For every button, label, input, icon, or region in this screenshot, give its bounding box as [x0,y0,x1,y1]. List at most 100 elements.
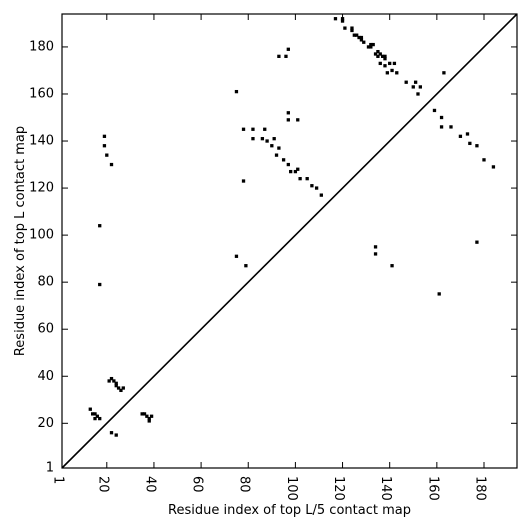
contact-point [319,193,323,197]
contact-points [88,17,496,437]
contact-point [149,414,154,418]
contact-point [95,414,100,418]
y-tick-label: 180 [29,39,54,54]
contact-point [286,47,290,51]
contact-point [114,384,118,388]
contact-point [383,54,387,58]
contact-point [145,414,149,418]
contact-point [458,134,463,138]
contact-point [395,71,399,75]
contact-point [362,40,366,44]
contact-point [121,386,125,390]
contact-point [390,264,394,268]
plot-frame [61,13,518,469]
contact-point [286,118,290,122]
contact-point [296,118,300,122]
contact-point [373,52,378,56]
contact-point [286,162,290,167]
contact-point [491,165,496,169]
contact-point [102,134,107,138]
contact-point [359,38,364,42]
contact-point [102,144,107,148]
contact-point [244,264,248,268]
contact-point [109,162,114,167]
contact-point [93,416,97,421]
contact-point [343,26,347,30]
contact-point [98,416,102,421]
contact-point [234,89,239,94]
contact-point [310,184,314,188]
contact-point [371,42,375,47]
contact-point [147,419,151,423]
contact-point [116,386,121,390]
contact-point [468,141,472,146]
contact-point [251,127,255,131]
contact-point [380,54,385,58]
x-axis-ticks: 1 20 40 60 80 100 120 140 160 180 [51,14,487,501]
contact-point [369,45,373,49]
x-tick-label: 60 [190,476,205,493]
contact-point [286,111,290,115]
x-tick-label: 80 [237,476,252,493]
contact-point [98,282,102,287]
contact-point [296,167,300,171]
contact-point [383,64,387,68]
contact-point [390,68,394,73]
contact-point [333,17,338,21]
x-tick-label: 1 [51,476,66,484]
contact-point [277,54,281,58]
contact-point [376,49,380,54]
contact-point [437,292,441,296]
contact-point [373,252,378,256]
contact-point [274,153,279,157]
contact-point [404,80,408,84]
contact-point [119,388,123,393]
contact-point [350,26,354,30]
contact-point [355,33,359,37]
contact-point [439,125,444,129]
contact-point [475,144,479,148]
y-tick-label: 20 [37,416,54,431]
contact-point [277,146,281,150]
contact-point [378,61,382,66]
contact-point [112,379,116,383]
contact-point [482,158,486,162]
contact-point [234,254,239,258]
contact-point [385,71,389,75]
contact-point [241,127,246,131]
y-tick-label: 1 [46,461,54,476]
contact-point [270,144,274,148]
y-axis-label: Residue index of top L contact map [13,126,28,356]
x-tick-label: 140 [378,476,393,501]
y-tick-label: 40 [37,369,54,384]
contact-point [98,224,102,228]
contact-point [114,433,118,437]
contact-point [105,153,109,157]
contact-point [413,80,418,84]
x-tick-label: 100 [284,476,299,501]
contact-point [251,137,255,141]
contact-point [88,407,92,411]
contact-point [359,35,364,40]
contact-point [369,42,373,47]
y-tick-label: 80 [37,275,54,290]
contact-point [314,186,319,190]
contact-point [465,132,470,136]
contact-point [340,19,345,23]
contact-point [392,61,397,66]
x-tick-label: 20 [95,476,110,493]
contact-point [475,240,479,244]
contact-point [90,412,95,416]
contact-point [376,54,380,58]
y-tick-label: 100 [29,228,54,243]
contact-point [439,115,444,120]
contact-point [416,92,420,96]
contact-point [272,137,276,141]
contact-point [147,416,151,421]
contact-point [298,177,302,181]
contact-point [284,54,288,58]
contact-point [383,57,387,61]
y-tick-label: 60 [37,322,54,337]
